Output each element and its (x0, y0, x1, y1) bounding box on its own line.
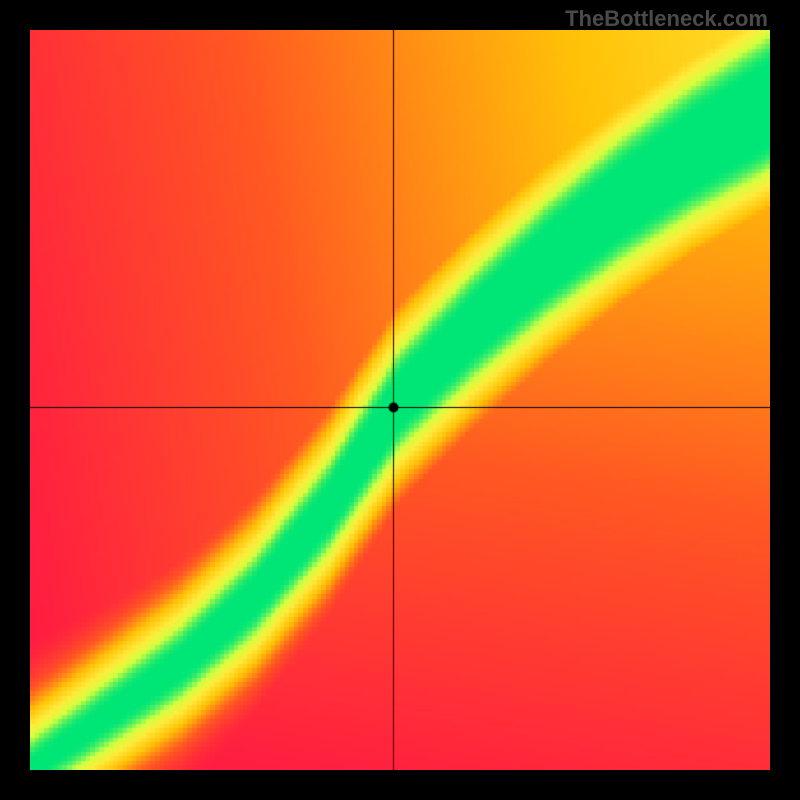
bottleneck-heatmap (30, 30, 770, 770)
watermark-text: TheBottleneck.com (565, 6, 768, 32)
